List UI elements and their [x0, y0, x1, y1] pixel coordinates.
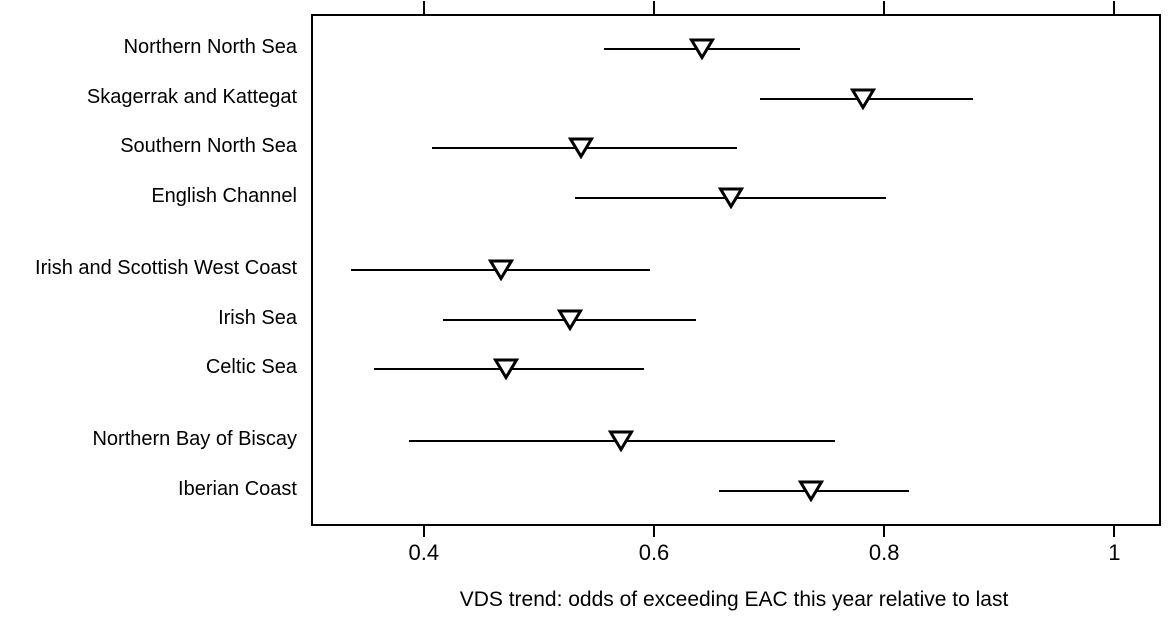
triangle-down-icon	[487, 259, 515, 282]
category-label: Southern North Sea	[120, 135, 297, 157]
category-label: Celtic Sea	[205, 356, 297, 378]
triangle-down-icon	[688, 38, 716, 61]
x-tick-bottom	[653, 524, 655, 537]
x-tick-label: 0.8	[868, 540, 900, 565]
estimate-marker	[492, 358, 520, 381]
triangle-down-icon	[492, 358, 520, 381]
category-label: Iberian Coast	[178, 478, 297, 500]
estimate-marker	[556, 309, 584, 332]
estimate-marker	[487, 259, 515, 282]
estimate-marker	[607, 430, 635, 453]
x-tick-label: 0.4	[408, 540, 440, 565]
triangle-down-icon	[607, 430, 635, 453]
category-label: Skagerrak and Kattegat	[86, 86, 297, 108]
category-label: Irish Sea	[218, 307, 297, 329]
triangle-down-icon	[556, 309, 584, 332]
triangle-down-icon	[797, 480, 825, 503]
x-tick-bottom	[1113, 524, 1116, 537]
x-tick-label: 0.6	[638, 540, 670, 565]
x-axis-label: VDS trend: odds of exceeding EAC this ye…	[459, 588, 1009, 611]
estimate-marker	[849, 88, 877, 111]
estimate-marker	[797, 480, 825, 503]
category-label: Irish and Scottish West Coast	[35, 257, 297, 279]
x-tick-top	[653, 1, 655, 14]
estimate-marker	[717, 187, 745, 210]
estimate-marker	[688, 38, 716, 61]
x-tick-top	[422, 1, 425, 14]
triangle-down-icon	[717, 187, 745, 210]
triangle-down-icon	[849, 88, 877, 111]
plot-area	[311, 14, 1161, 526]
x-tick-label: 1	[1108, 540, 1121, 565]
triangle-down-icon	[567, 137, 595, 160]
category-label: Northern North Sea	[123, 36, 297, 58]
x-tick-bottom	[422, 524, 425, 537]
category-label: English Channel	[151, 185, 297, 207]
x-tick-top	[883, 1, 886, 14]
estimate-marker	[567, 137, 595, 160]
x-tick-bottom	[883, 524, 886, 537]
category-label: Northern Bay of Biscay	[92, 428, 297, 450]
x-tick-top	[1113, 1, 1116, 14]
